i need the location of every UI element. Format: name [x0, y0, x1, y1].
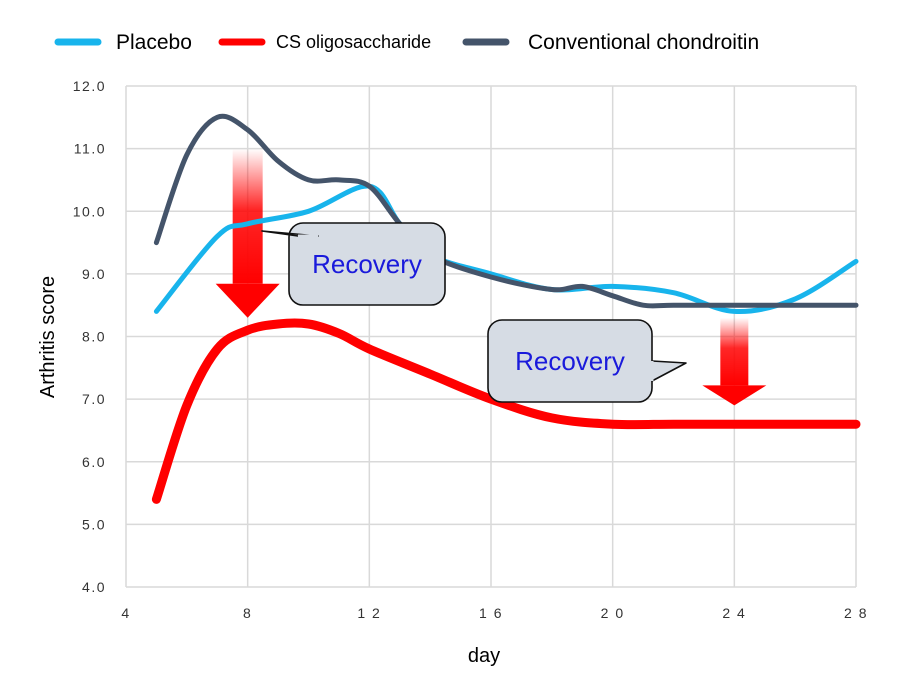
y-tick-label: 4.0 [82, 579, 106, 595]
x-tick-label: 1 6 [479, 605, 503, 621]
y-tick-label: 11.0 [74, 141, 106, 157]
y-axis-title: Arthritis score [37, 276, 59, 398]
x-tick-label: 1 2 [357, 605, 381, 621]
recovery-callout: Recovery [261, 222, 446, 306]
x-tick-label: 2 8 [844, 605, 868, 621]
recovery-arrow-head [702, 385, 767, 406]
y-tick-label: 7.0 [82, 391, 106, 407]
recovery-arrows [215, 148, 767, 406]
y-tick-label: 9.0 [82, 266, 106, 282]
x-tick-label: 8 [243, 605, 252, 621]
x-tick-label: 4 [121, 605, 130, 621]
x-axis-title: day [468, 645, 500, 667]
y-tick-label: 6.0 [82, 454, 106, 470]
x-tick-label: 2 4 [722, 605, 746, 621]
recovery-arrow [702, 317, 767, 406]
y-tick-label: 10.0 [73, 203, 106, 219]
callout-box [288, 222, 446, 306]
x-tick-labels: 4 8 1 2 1 6 2 0 2 4 2 8 [121, 605, 868, 621]
y-tick-label: 8.0 [82, 329, 106, 345]
recovery-arrow [215, 148, 280, 318]
recovery-arrow-shaft [720, 317, 749, 386]
callout-pointer [651, 360, 687, 382]
legend-label-placebo: Placebo [116, 31, 192, 54]
y-tick-labels: 4.0 5.0 6.0 7.0 8.0 9.0 10.0 11.0 12.0 [73, 78, 106, 595]
y-tick-label: 5.0 [82, 516, 106, 532]
recovery-callouts: Recovery Recovery [261, 222, 687, 403]
x-tick-label: 2 0 [601, 605, 625, 621]
recovery-arrow-head [215, 283, 280, 318]
callout-label: Recovery [515, 346, 625, 376]
legend-label-cs-oligosaccharide: CS oligosaccharide [276, 32, 431, 52]
y-tick-label: 12.0 [73, 78, 106, 94]
legend-label-conventional-chondroitin: Conventional chondroitin [528, 31, 759, 54]
recovery-arrow-shaft [232, 148, 263, 284]
recovery-callout: Recovery [487, 319, 687, 403]
series-line-cs-oligosaccharide [151, 318, 861, 504]
legend: Placebo CS oligosaccharide Conventional … [54, 31, 759, 54]
callout-label: Recovery [312, 249, 422, 279]
